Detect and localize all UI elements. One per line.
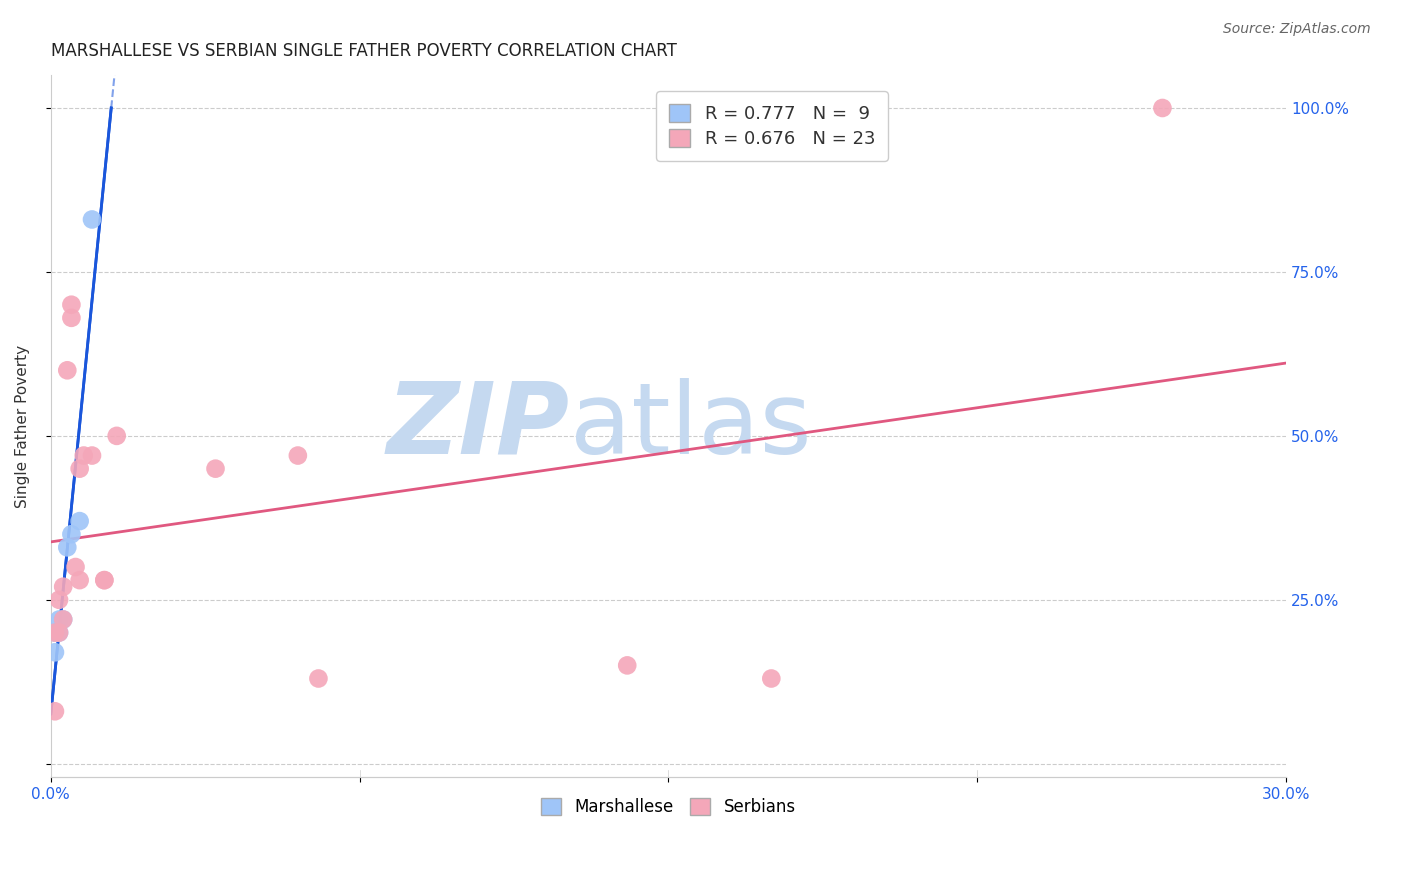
Point (105, 429, 128, 443)
Point (44, 704, 66, 718)
Point (616, 658, 638, 673)
Point (204, 461, 226, 475)
Point (287, 449, 309, 463)
Point (48, 625, 70, 640)
Point (69, 514, 91, 528)
Point (48, 625, 70, 640)
Text: Source: ZipAtlas.com: Source: ZipAtlas.com (1223, 22, 1371, 37)
Point (93, 573, 115, 587)
Point (56, 363, 79, 377)
Point (52, 580, 75, 594)
Text: ZIP: ZIP (387, 377, 569, 475)
Point (307, 672, 329, 686)
Point (69, 573, 91, 587)
Text: MARSHALLESE VS SERBIAN SINGLE FATHER POVERTY CORRELATION CHART: MARSHALLESE VS SERBIAN SINGLE FATHER POV… (51, 42, 676, 60)
Point (1152, 101, 1174, 115)
Point (48, 612, 70, 626)
Point (44, 625, 66, 640)
Y-axis label: Single Father Poverty: Single Father Poverty (15, 344, 30, 508)
Point (52, 612, 75, 626)
Point (52, 612, 75, 626)
Point (60, 310, 83, 325)
Point (60, 298, 83, 312)
Point (69, 461, 91, 475)
Point (44, 625, 66, 640)
Text: atlas: atlas (569, 377, 811, 475)
Point (56, 541, 79, 555)
Legend: Marshallese, Serbians: Marshallese, Serbians (533, 789, 804, 825)
Point (60, 527, 83, 541)
Point (65, 560, 87, 574)
Point (80, 212, 103, 227)
Point (80, 449, 103, 463)
Point (93, 573, 115, 587)
Point (761, 672, 783, 686)
Point (48, 592, 70, 607)
Point (73, 449, 96, 463)
Point (44, 645, 66, 659)
